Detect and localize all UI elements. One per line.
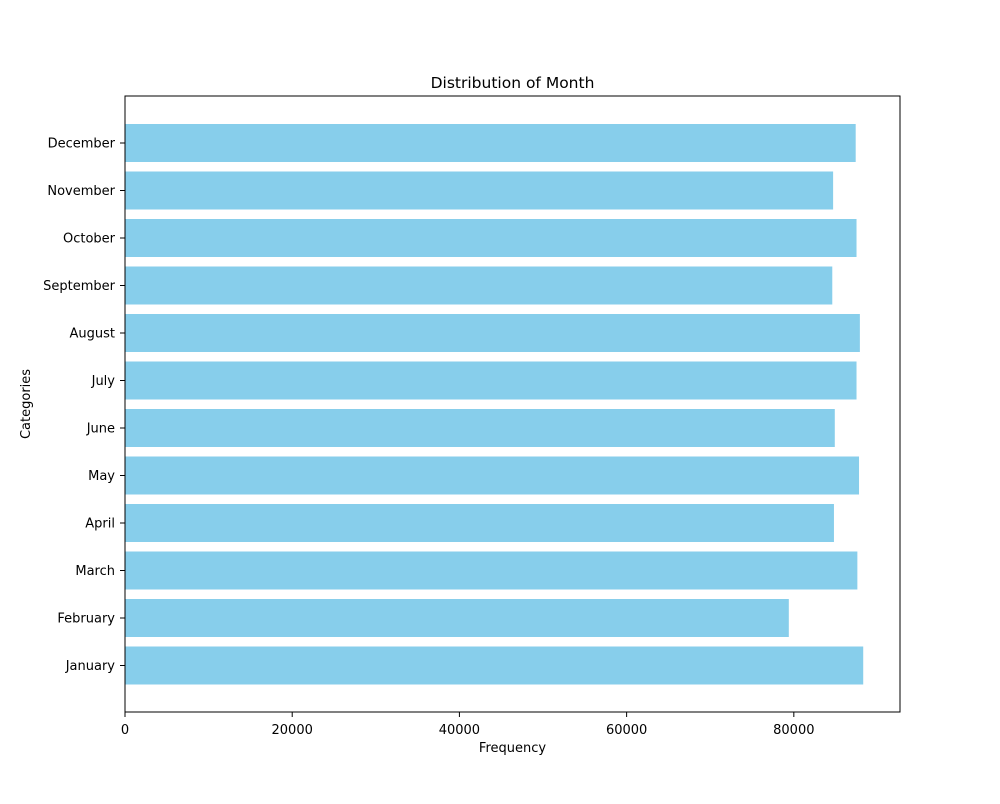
bar-march: [125, 551, 858, 590]
y-tick-label: January: [65, 659, 116, 674]
x-axis: 0 20000 40000 60000 80000: [121, 712, 815, 738]
bar-may: [125, 456, 860, 495]
bar-october: [125, 219, 857, 257]
x-tick-label: 60000: [606, 723, 647, 738]
bars-group: [125, 124, 864, 685]
bar-november: [125, 171, 834, 210]
y-tick-label: November: [47, 184, 115, 199]
chart-title: Distribution of Month: [431, 74, 595, 92]
y-tick-label: August: [70, 327, 116, 342]
bar-february: [125, 599, 789, 637]
bar-april: [125, 504, 834, 542]
bar-september: [125, 266, 833, 305]
y-tick-label: October: [63, 232, 116, 247]
y-axis: January February March April May June July Augu…: [43, 137, 125, 674]
x-tick-label: 0: [121, 723, 129, 738]
y-tick-label: April: [85, 517, 115, 532]
y-tick-label: March: [75, 564, 115, 579]
y-tick-label: June: [86, 422, 115, 437]
plot-frame: [124, 95, 901, 713]
y-tick-label: September: [43, 279, 116, 294]
bar-july: [125, 361, 857, 400]
y-tick-label: May: [88, 469, 115, 484]
y-tick-label: February: [57, 612, 115, 627]
x-tick-label: 40000: [439, 723, 480, 738]
x-axis-label: Frequency: [479, 741, 546, 756]
y-tick-label: December: [48, 137, 116, 152]
bar-january: [125, 646, 864, 685]
bar-august: [125, 314, 860, 352]
x-tick-label: 80000: [773, 723, 814, 738]
x-tick-label: 20000: [272, 723, 313, 738]
y-tick-label: July: [91, 374, 116, 389]
bar-december: [125, 124, 856, 162]
y-axis-label: Categories: [19, 369, 34, 439]
bar-june: [125, 409, 835, 447]
